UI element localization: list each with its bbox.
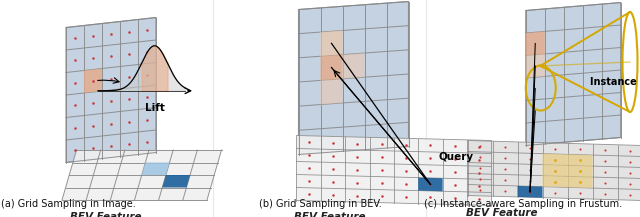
Text: BEV Feature: BEV Feature: [70, 212, 141, 217]
Polygon shape: [141, 163, 170, 175]
Text: (b) Grid Sampling in BEV.: (b) Grid Sampling in BEV.: [259, 199, 381, 209]
Text: Instance Frustum: Instance Frustum: [590, 77, 640, 87]
Text: (c) Instance-aware Sampling in Frustum.: (c) Instance-aware Sampling in Frustum.: [424, 199, 623, 209]
Polygon shape: [525, 31, 545, 56]
Text: BEV Feature: BEV Feature: [294, 212, 366, 217]
Polygon shape: [568, 176, 593, 188]
Polygon shape: [298, 2, 408, 155]
Polygon shape: [568, 154, 593, 166]
Polygon shape: [321, 30, 342, 56]
Polygon shape: [66, 18, 156, 163]
Polygon shape: [321, 55, 342, 81]
Polygon shape: [568, 165, 593, 177]
Polygon shape: [518, 186, 543, 198]
Polygon shape: [467, 140, 640, 201]
Text: (a) Grid Sampling in Image.: (a) Grid Sampling in Image.: [1, 199, 136, 209]
Polygon shape: [525, 3, 621, 146]
Polygon shape: [543, 154, 568, 165]
Polygon shape: [62, 150, 221, 200]
Polygon shape: [543, 165, 568, 176]
Polygon shape: [321, 79, 342, 105]
Polygon shape: [525, 54, 545, 78]
Polygon shape: [342, 53, 365, 79]
Polygon shape: [296, 135, 492, 205]
Polygon shape: [84, 69, 102, 93]
Polygon shape: [419, 178, 443, 191]
Polygon shape: [163, 175, 190, 187]
Text: Query: Query: [438, 152, 474, 163]
Text: BEV Feature: BEV Feature: [465, 207, 537, 217]
Polygon shape: [543, 176, 568, 187]
Text: Lift: Lift: [145, 103, 165, 113]
